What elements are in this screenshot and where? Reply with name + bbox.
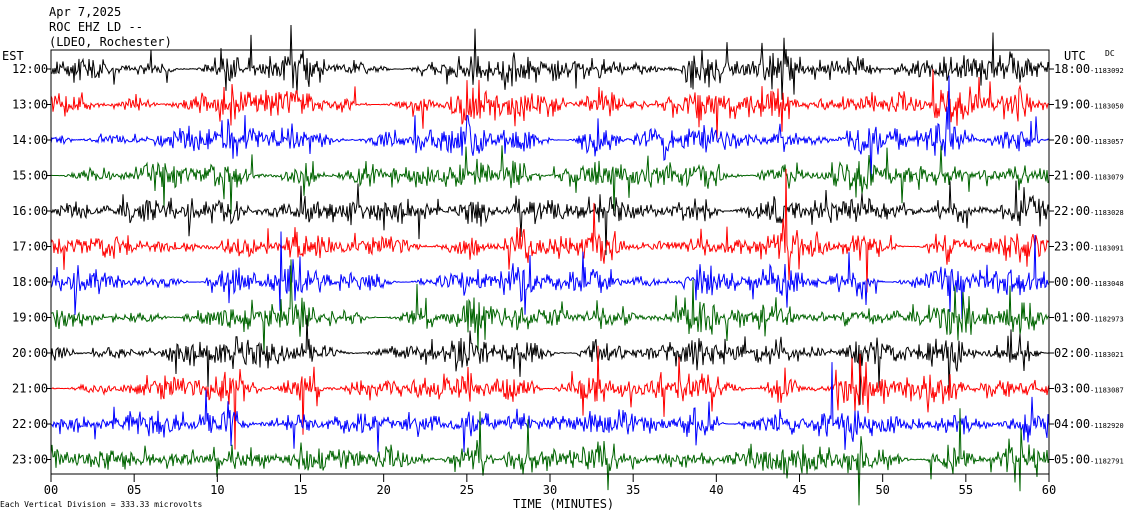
est-hour-label: 19:00 — [12, 311, 48, 325]
footer-scale-note: Each Vertical Division = 333.33 microvol… — [0, 500, 203, 509]
header-date: Apr 7,2025 — [49, 5, 122, 19]
trace-1600 — [50, 180, 1050, 256]
dc-offset-label: -1183021 — [1090, 351, 1124, 359]
plot-frame — [50, 49, 1050, 475]
est-hour-label: 15:00 — [12, 169, 48, 183]
trace-2100 — [50, 345, 1050, 450]
est-label: EST — [2, 49, 24, 63]
dc-offset-label: -1182973 — [1090, 316, 1124, 324]
header-station: ROC EHZ LD -- — [49, 20, 143, 34]
x-tick-label: 50 — [875, 483, 889, 497]
x-tick-label: 10 — [210, 483, 224, 497]
trace-1500 — [51, 145, 1050, 215]
utc-hour-label: 02:00 — [1054, 346, 1090, 360]
est-hour-label: 18:00 — [12, 275, 48, 289]
est-hour-label: 13:00 — [12, 98, 48, 112]
dc-offset-label: -1183087 — [1090, 387, 1124, 395]
trace-2000 — [50, 315, 1050, 405]
est-hour-label: 17:00 — [12, 240, 48, 254]
utc-hour-label: 20:00 — [1054, 133, 1090, 147]
dc-offset-label: -1183079 — [1090, 174, 1124, 182]
utc-label: UTC — [1064, 49, 1086, 63]
utc-hour-label: 23:00 — [1054, 240, 1090, 254]
header-network: (LDEO, Rochester) — [49, 35, 172, 49]
utc-hour-label: 18:00 — [1054, 62, 1090, 76]
dc-offset-label: -1182791 — [1090, 458, 1124, 466]
trace-1800 — [50, 231, 1050, 320]
dc-offset-label: -1183092 — [1090, 67, 1124, 75]
est-hour-label: 20:00 — [12, 346, 48, 360]
dc-offset-label: -1183057 — [1090, 138, 1124, 146]
trace-1200 — [50, 24, 1050, 100]
utc-hour-label: 03:00 — [1054, 382, 1090, 396]
x-tick-label: 15 — [293, 483, 307, 497]
x-tick-label: 60 — [1042, 483, 1056, 497]
utc-hour-label: 21:00 — [1054, 169, 1090, 183]
x-tick-label: 20 — [376, 483, 390, 497]
utc-hour-label: 05:00 — [1054, 453, 1090, 467]
seismogram-traces — [50, 24, 1050, 506]
x-tick-label: 35 — [626, 483, 640, 497]
utc-hour-label: 19:00 — [1054, 98, 1090, 112]
trace-2300 — [50, 408, 1050, 506]
est-hour-label: 14:00 — [12, 133, 48, 147]
dc-offset-label: -1182920 — [1090, 422, 1124, 430]
x-tick-label: 25 — [460, 483, 474, 497]
dc-offset-label: -1183050 — [1090, 103, 1124, 111]
est-hour-label: 12:00 — [12, 62, 48, 76]
trace-1400 — [50, 75, 1050, 183]
x-tick-label: 00 — [44, 483, 58, 497]
x-tick-label: 45 — [792, 483, 806, 497]
trace-1300 — [50, 69, 1049, 140]
dc-offset-label: -1183091 — [1090, 245, 1124, 253]
dc-offset-label: -1183028 — [1090, 209, 1124, 217]
trace-1900 — [50, 259, 1050, 354]
left-ticks: 12:00 13:00 14:00 15:00 16:00 17:00 18:00 19:00… — [12, 62, 51, 467]
x-tick-label: 30 — [543, 483, 557, 497]
right-ticks: 18:00 -1183092 19:00 -1183050 20:00 -1183057 2… — [1049, 62, 1124, 467]
dc-offset-label: -1183048 — [1090, 280, 1124, 288]
utc-hour-label: 22:00 — [1054, 204, 1090, 218]
utc-hour-label: 04:00 — [1054, 417, 1090, 431]
x-tick-label: 40 — [709, 483, 723, 497]
x-axis-ticks: 00 05 10 15 20 25 30 35 40 45 50 55 60 — [44, 474, 1056, 497]
x-tick-label: 55 — [959, 483, 973, 497]
x-tick-label: 05 — [127, 483, 141, 497]
trace-1700 — [50, 168, 1050, 293]
est-hour-label: 22:00 — [12, 417, 48, 431]
utc-hour-label: 01:00 — [1054, 311, 1090, 325]
x-axis-title: TIME (MINUTES) — [513, 497, 615, 511]
utc-hour-label: 00:00 — [1054, 275, 1090, 289]
est-hour-label: 23:00 — [12, 453, 48, 467]
est-hour-label: 21:00 — [12, 382, 48, 396]
est-hour-label: 16:00 — [12, 204, 48, 218]
trace-2200 — [50, 362, 1050, 453]
dc-label: DC — [1105, 49, 1115, 58]
